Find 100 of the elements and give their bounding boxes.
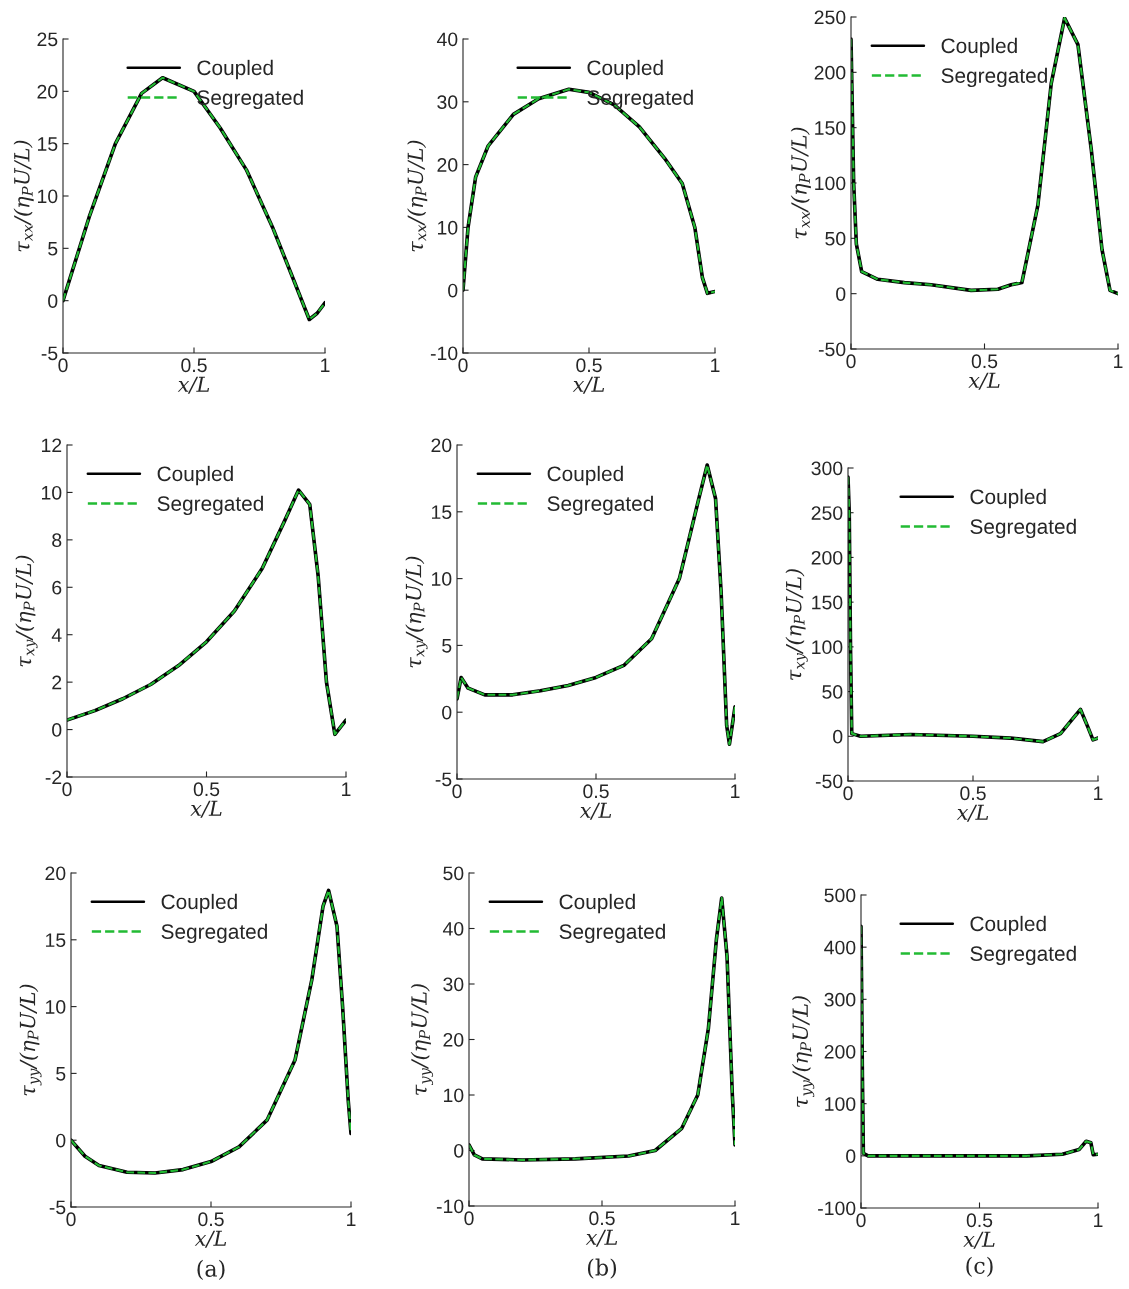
- text: (c): [966, 1256, 993, 1278]
- y-tick-label: -10: [430, 346, 458, 361]
- x-axis-title: x/L: [956, 804, 989, 822]
- y-tick-label: 0: [48, 294, 58, 308]
- legend-label: Coupled: [547, 465, 623, 486]
- y-axis-title: τ$_{xx}$/(η$_{P}$U/L): [790, 127, 811, 239]
- legend-label: Segregated: [547, 495, 653, 516]
- x-tick-label: 0.5: [576, 358, 602, 373]
- y-tick-label: 500: [824, 888, 856, 903]
- legend-label: Segregated: [157, 495, 263, 516]
- y-tick-label: 4: [51, 628, 62, 642]
- x-tick-label: 0: [66, 1212, 76, 1227]
- y-tick-label: 30: [443, 977, 464, 992]
- x-axis-title: x/L: [190, 800, 222, 818]
- y-tick-label: 10: [46, 1000, 66, 1014]
- y-tick-label: 150: [815, 121, 846, 135]
- legend-label: Segregated: [970, 945, 1076, 966]
- x-tick-label: 1: [731, 1211, 740, 1225]
- y-tick-label: 0: [836, 287, 846, 301]
- y-tick-label: 250: [811, 506, 843, 520]
- y-tick-label: 0: [454, 1143, 464, 1158]
- y-axis-title: τ$_{yy}$/(η$_{P}$U/L): [19, 984, 42, 1096]
- y-tick-label: 200: [824, 1044, 856, 1059]
- y-tick-label: 400: [824, 940, 856, 955]
- y-tick-label: 20: [443, 1032, 464, 1047]
- y-tick-label: 5: [48, 242, 58, 256]
- y-tick-label: 0: [833, 729, 843, 744]
- y-tick-label: 200: [811, 550, 843, 565]
- x-tick-label: 0.5: [193, 782, 220, 797]
- y-tick-label: 250: [814, 10, 846, 25]
- x-tick-label: 0.5: [181, 358, 207, 373]
- y-axis-title: τ$_{xy}$/(η$_{P}$U/L): [785, 569, 808, 680]
- y-tick-label: 10: [38, 189, 58, 204]
- legend-label: Segregated: [161, 923, 267, 944]
- y-tick-label: 150: [812, 595, 843, 610]
- y-tick-label: 0: [52, 723, 62, 737]
- x-tick-label: 0: [856, 1213, 866, 1228]
- y-tick-label: -2: [45, 770, 62, 785]
- y-tick-label: 15: [46, 933, 66, 948]
- x-axis-title: x/L: [194, 1230, 227, 1248]
- y-tick-label: 50: [822, 685, 843, 699]
- x-tick-label: 0: [464, 1211, 474, 1226]
- y-tick-label: 8: [52, 533, 62, 548]
- legend-label: Segregated: [559, 923, 665, 944]
- x-tick-label: 1: [711, 358, 720, 372]
- y-axis-title: τ$_{yy}$/(η$_{P}$U/L): [791, 996, 815, 1107]
- y-tick-label: 15: [38, 137, 58, 151]
- y-axis-title: τ$_{xx}$/(η$_{P}$U/L): [13, 140, 34, 252]
- x-tick-label: 0.5: [960, 786, 986, 801]
- y-axis-title: τ$_{yy}$/(η$_{P}$U/L): [410, 984, 434, 1095]
- y-tick-label: 300: [824, 992, 856, 1007]
- y-tick-label: 12: [42, 438, 62, 453]
- y-tick-label: 40: [442, 921, 464, 936]
- y-tick-label: 0: [448, 283, 458, 298]
- x-tick-label: 1: [342, 782, 351, 796]
- x-tick-label: 1: [1114, 354, 1123, 368]
- legend-label: Coupled: [587, 59, 663, 80]
- legend-label: Coupled: [197, 59, 273, 80]
- x-tick-label: 0.5: [966, 1213, 993, 1228]
- x-tick-label: 1: [1094, 786, 1103, 800]
- y-tick-label: 50: [443, 866, 464, 881]
- y-tick-label: 0: [846, 1149, 856, 1164]
- x-tick-label: 0.5: [198, 1212, 224, 1227]
- y-tick-label: 100: [815, 176, 846, 191]
- legend-label: Coupled: [941, 37, 1017, 58]
- y-tick-label: -5: [41, 346, 58, 361]
- y-tick-label: 15: [432, 505, 452, 520]
- x-axis-title: x/L: [968, 372, 1000, 390]
- y-axis-title: τ$_{xx}$/(η$_{P}$U/L): [407, 140, 428, 252]
- x-axis-title: x/L: [585, 1229, 618, 1247]
- x-tick-label: 1: [347, 1212, 356, 1226]
- y-tick-label: 100: [825, 1097, 856, 1111]
- x-axis-title: x/L: [963, 1231, 995, 1249]
- y-tick-label: 300: [811, 461, 843, 476]
- y-tick-label: 5: [56, 1067, 66, 1081]
- legend-label: Coupled: [970, 915, 1046, 936]
- y-tick-label: 20: [431, 438, 452, 453]
- legend-label: Coupled: [559, 893, 635, 914]
- y-tick-label: 10: [432, 572, 452, 586]
- y-tick-label: -50: [818, 342, 846, 357]
- y-tick-label: 0: [442, 705, 452, 720]
- x-axis-title: x/L: [572, 376, 605, 394]
- y-tick-label: 6: [52, 580, 62, 595]
- y-tick-label: 25: [37, 32, 58, 47]
- x-axis-title: x/L: [177, 376, 210, 394]
- legend-label: Segregated: [941, 67, 1047, 88]
- y-axis-title: τ$_{xy}$/(η$_{P}$U/L): [405, 556, 428, 668]
- legend-label: Segregated: [970, 518, 1076, 539]
- x-tick-label: 1: [731, 784, 740, 798]
- x-tick-label: 0.5: [971, 354, 998, 369]
- text: (b): [587, 1258, 617, 1279]
- y-tick-label: 20: [45, 866, 66, 881]
- y-tick-label: -50: [815, 774, 843, 789]
- y-tick-label: -5: [49, 1200, 66, 1215]
- y-tick-label: -100: [818, 1201, 856, 1216]
- x-tick-label: 1: [1094, 1213, 1103, 1227]
- y-tick-label: 100: [812, 640, 843, 655]
- y-tick-label: 20: [37, 84, 58, 99]
- y-tick-label: -10: [436, 1199, 464, 1214]
- text: (a): [197, 1259, 225, 1281]
